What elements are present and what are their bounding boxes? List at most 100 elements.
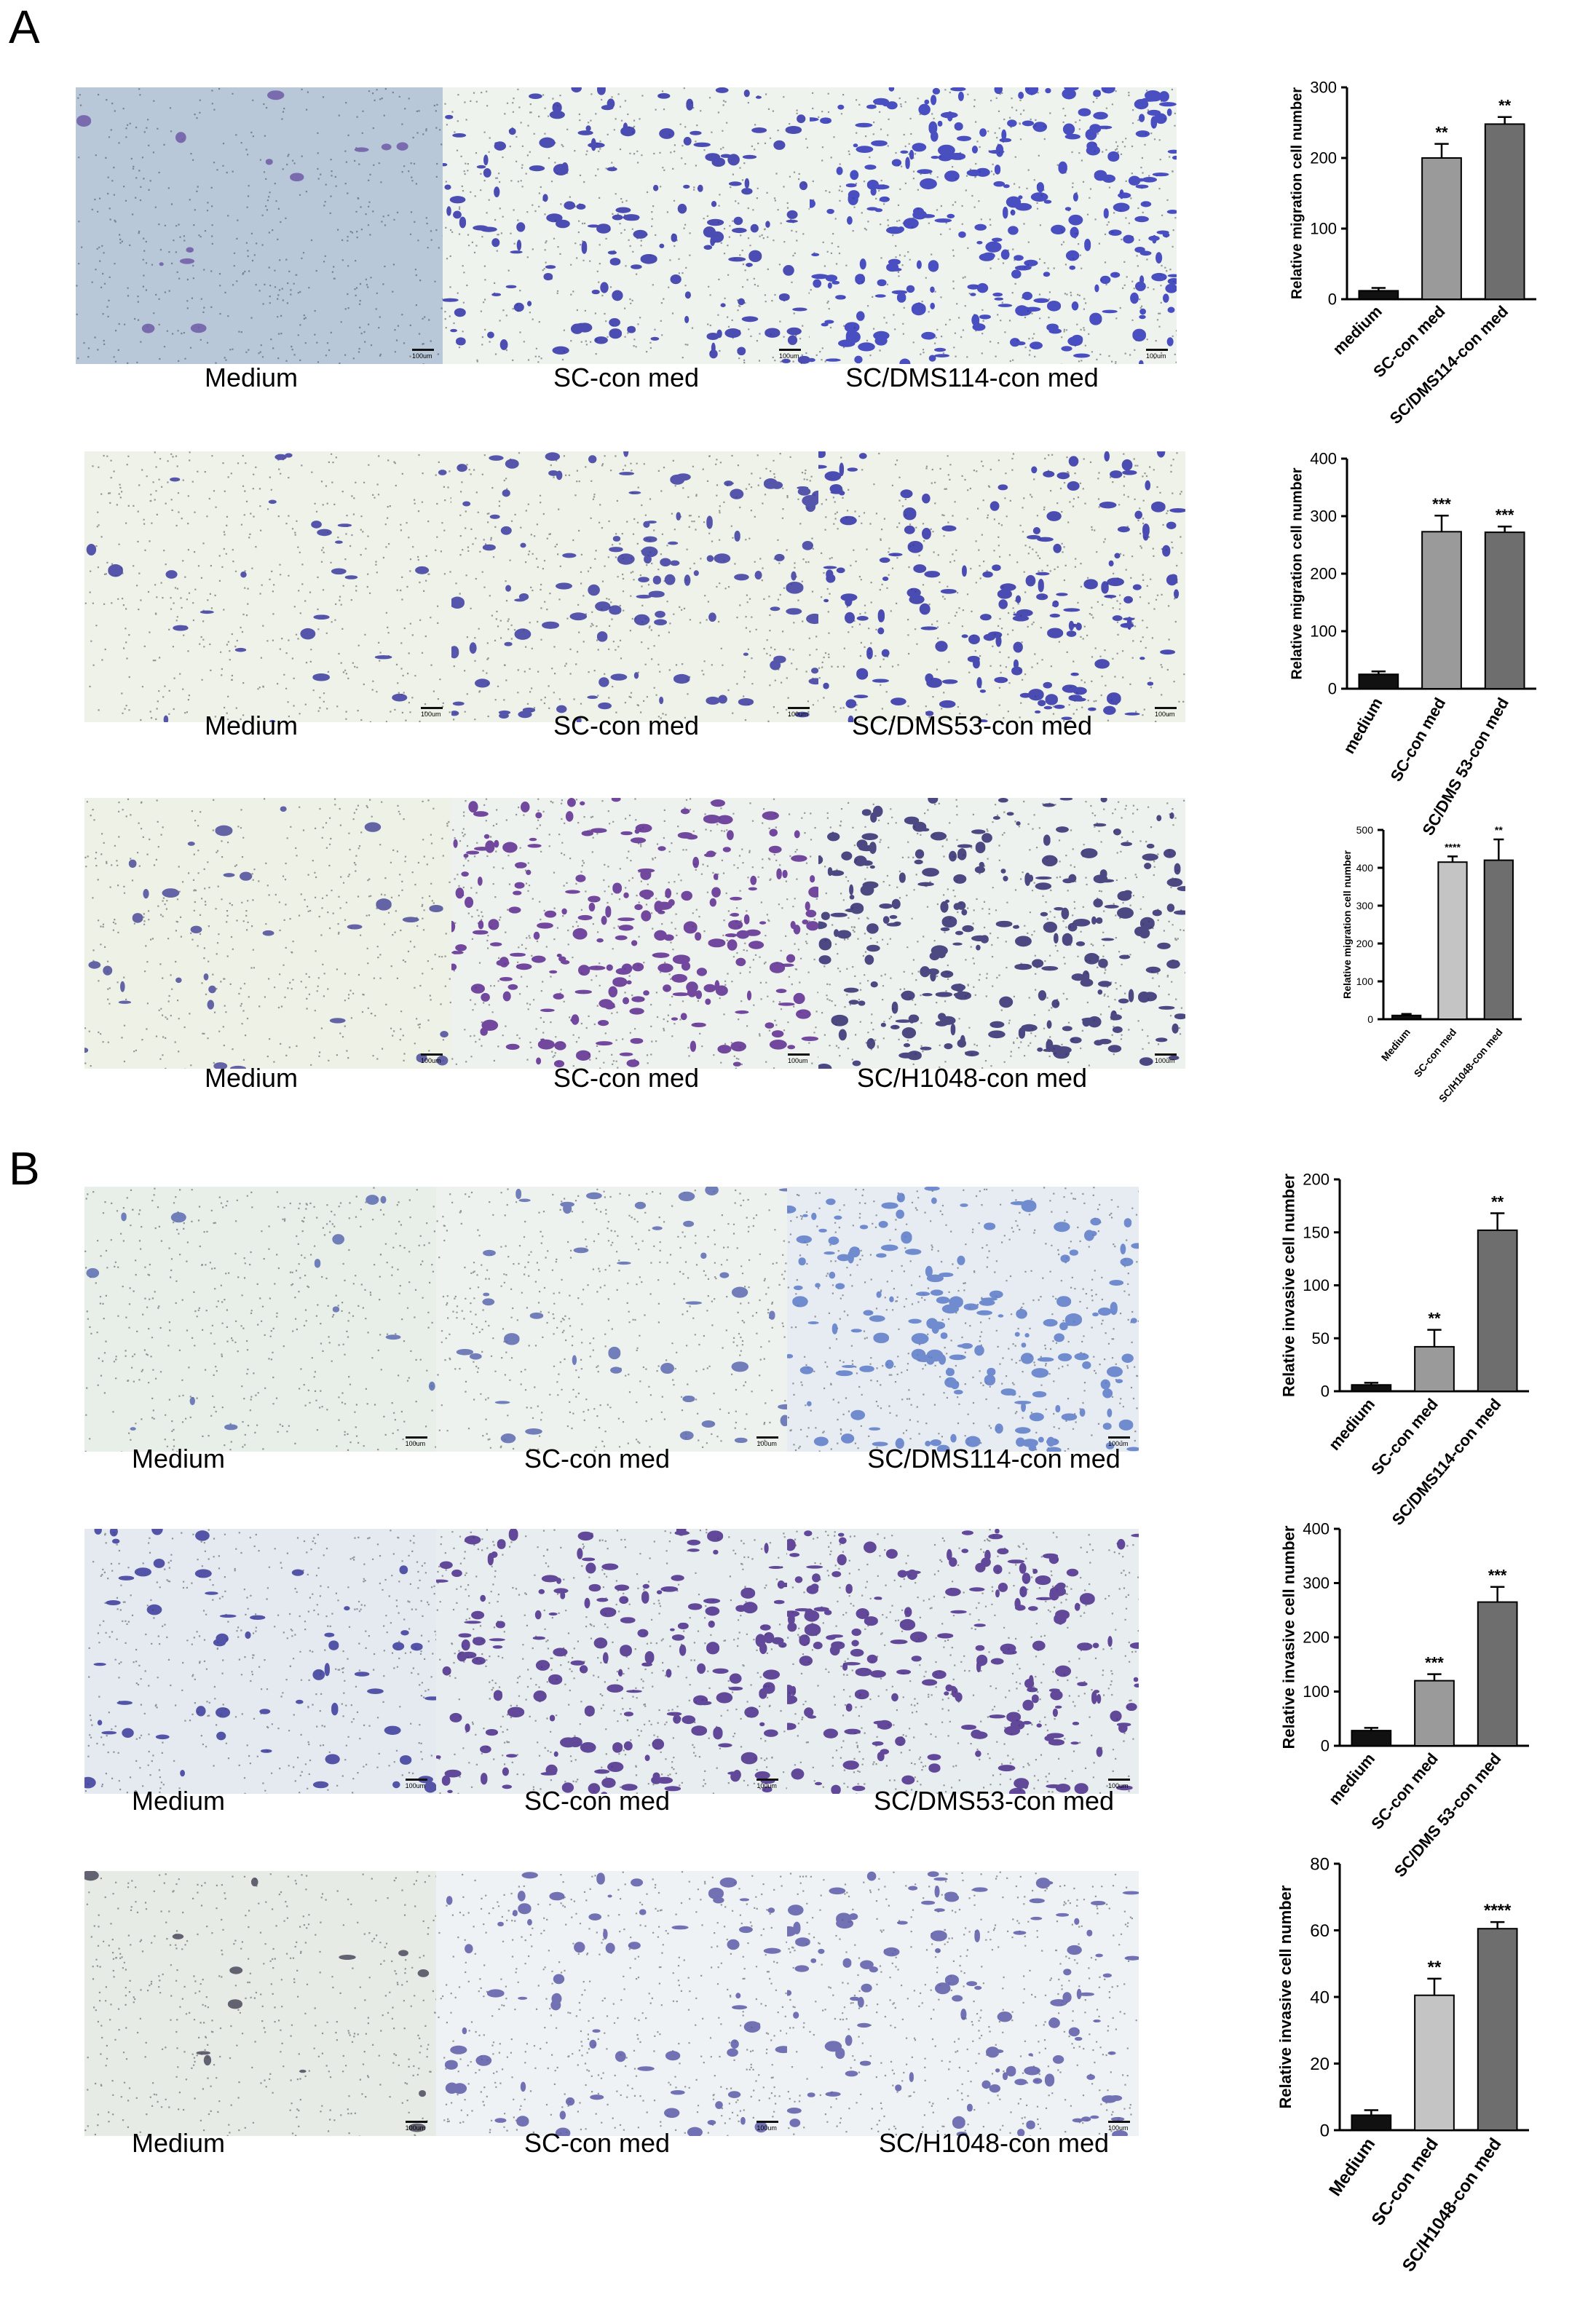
bar: [1437, 861, 1468, 1021]
y-tick-label: 20: [1310, 2054, 1330, 2074]
scale-bar: 100um: [405, 1779, 427, 1789]
image-caption: SC/DMS53-con med: [851, 711, 1093, 740]
error-bar: [1401, 1013, 1412, 1016]
bar: [1414, 1345, 1455, 1392]
scale-bar-label: 100um: [1146, 352, 1166, 360]
error-bar: [1371, 671, 1386, 675]
scale-bar: 100um: [412, 349, 434, 360]
error-bar: [1364, 1382, 1379, 1385]
scale-bar-label: 100um: [405, 1782, 426, 1789]
scale-bar: 100um: [756, 1436, 779, 1447]
micrograph-image: 100um: [451, 451, 818, 722]
y-tick-label: 500: [1356, 824, 1374, 836]
image-caption: SC-con med: [553, 1063, 700, 1093]
y-tick-label: 0: [1320, 2121, 1330, 2140]
image-caption: SC/H1048-con med: [856, 1063, 1088, 1093]
micrograph-image: 100um: [451, 798, 818, 1069]
y-tick-label: 100: [1310, 220, 1337, 238]
significance-label: **: [1491, 1193, 1504, 1211]
image-caption: Medium: [131, 2128, 226, 2158]
scale-bar: 100um: [1146, 349, 1168, 360]
bar: [1484, 531, 1525, 690]
scale-bar-label: 100um: [405, 2124, 426, 2132]
scale-bar-label: 100um: [756, 2124, 777, 2132]
significance-label: **: [1435, 124, 1448, 142]
scale-bar-label: 100um: [421, 711, 441, 718]
scale-bar-label: 100um: [1155, 711, 1175, 718]
bar: [1477, 1928, 1518, 2132]
y-tick-label: 50: [1312, 1329, 1330, 1348]
image-caption: Medium: [131, 1786, 226, 1816]
y-tick-label: 300: [1356, 900, 1374, 911]
x-category-label: medium: [1325, 1395, 1378, 1454]
error-bar: [1371, 287, 1386, 291]
significance-label: ***: [1432, 495, 1451, 513]
error-bar: [1447, 855, 1458, 863]
image-caption: SC/DMS114-con med: [845, 363, 1099, 392]
y-axis-label: Relative migration cell number: [1289, 467, 1305, 679]
y-axis-label: Relative invasive cell number: [1276, 1885, 1295, 2108]
micrograph-image: 100um: [787, 1187, 1139, 1452]
micrograph-image: 100um: [435, 1187, 788, 1452]
error-bar: [1490, 1921, 1505, 1929]
micrograph-strip: 100um 100um 100um: [76, 87, 1177, 364]
bar: [1421, 157, 1462, 300]
error-bar: [1427, 1673, 1442, 1681]
micrograph-strip: 100um 100um 100um: [84, 451, 1185, 722]
bar: [1414, 1994, 1455, 2131]
x-category-label: SC-con med: [1367, 2135, 1442, 2229]
y-tick-label: 200: [1310, 565, 1337, 583]
significance-label: **: [1498, 97, 1512, 115]
bar: [1477, 1229, 1518, 1392]
scale-bar: 100um: [405, 2121, 427, 2132]
y-tick-label: 300: [1310, 507, 1337, 526]
bar-chart: 0 100 200 300 Relative migration cell number…: [1274, 79, 1580, 427]
image-caption: SC-con med: [553, 363, 700, 392]
micrograph-image: 100um: [84, 798, 451, 1069]
micrograph-image: 100um: [435, 1529, 788, 1794]
bar: [1351, 1730, 1392, 1747]
scale-bar-label: 100um: [779, 352, 799, 360]
scale-bar-label: 100um: [412, 352, 432, 360]
micrograph-strip: 100um 100um 100um: [84, 1871, 1139, 2136]
micrograph-image: 100um: [443, 87, 810, 364]
micrograph-strip: 100um 100um 100um: [84, 1187, 1139, 1452]
scale-bar: 100um: [788, 707, 810, 718]
y-tick-label: 100: [1356, 976, 1374, 987]
scale-bar: 100um: [756, 1779, 779, 1789]
y-axis-label: Relative invasive cell number: [1280, 1525, 1298, 1749]
bar: [1484, 123, 1525, 300]
bar: [1477, 1601, 1518, 1747]
scale-bar: 100um: [405, 1436, 427, 1447]
significance-label: ****: [1445, 841, 1461, 853]
x-category-label: SC-con med: [1412, 1027, 1459, 1080]
image-caption: Medium: [204, 1063, 299, 1093]
y-tick-label: 200: [1310, 149, 1337, 167]
image-caption: SC/DMS114-con med: [867, 1444, 1121, 1474]
micrograph-image: 100um: [435, 1871, 788, 2136]
y-tick-label: 100: [1303, 1276, 1330, 1294]
y-tick-label: 80: [1310, 1854, 1330, 1874]
y-tick-label: 400: [1303, 1520, 1330, 1538]
y-axis-label: Relative invasive cell number: [1280, 1174, 1298, 1397]
scale-bar: 100um: [1155, 1053, 1177, 1064]
significance-label: ***: [1496, 506, 1514, 524]
scale-bar-label: 100um: [1107, 1440, 1129, 1447]
scale-bar-label: 100um: [1107, 1782, 1129, 1789]
micrograph-image: 100um: [818, 451, 1185, 722]
scale-bar: 100um: [1155, 707, 1177, 718]
y-tick-label: 0: [1328, 680, 1337, 698]
y-tick-label: 0: [1321, 1737, 1330, 1755]
image-caption: SC-con med: [524, 2128, 671, 2158]
y-tick-label: 150: [1303, 1223, 1330, 1241]
significance-label: **: [1428, 1958, 1442, 1977]
significance-label: ***: [1425, 1654, 1444, 1672]
bar: [1358, 673, 1399, 689]
error-bar: [1364, 2109, 1379, 2116]
y-tick-label: 300: [1310, 79, 1337, 97]
bar-chart: 0 100 200 300 400 Relative migration cell num…: [1274, 450, 1580, 839]
error-bar: [1434, 143, 1449, 158]
bar-chart: 0 100 200 300 400 500 Relative migration cell …: [1311, 823, 1565, 1128]
scale-bar: 100um: [1107, 2121, 1130, 2132]
y-tick-label: 100: [1303, 1682, 1330, 1701]
